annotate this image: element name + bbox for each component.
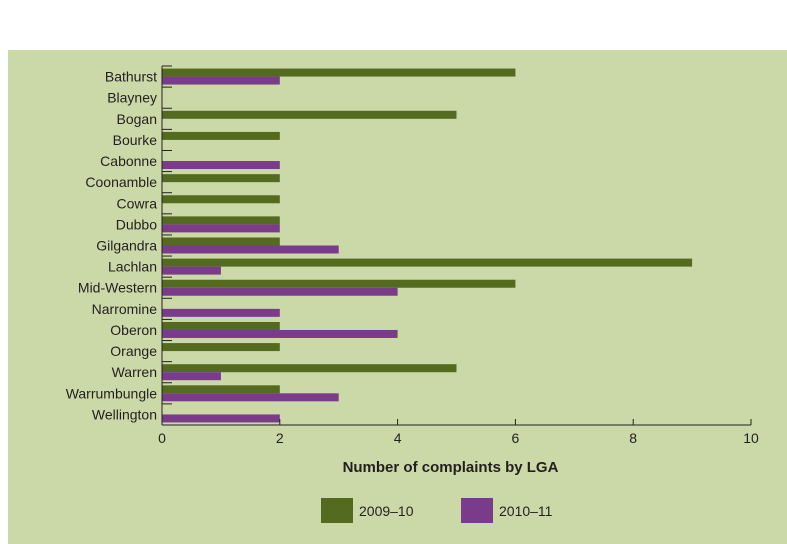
bar-bathurst-2010-11 [162, 76, 280, 85]
x-axis-ticks [161, 419, 752, 425]
x-axis-tick-labels: 0 2 4 6 8 10 [158, 430, 759, 446]
category-label-cowra: Cowra [117, 195, 158, 211]
category-label-narromine: Narromine [92, 301, 158, 317]
category-label-dubbo: Dubbo [116, 216, 157, 232]
category-label-lachlan: Lachlan [108, 259, 157, 275]
chart-background [8, 50, 787, 544]
bar-bathurst-2009-10 [162, 68, 516, 77]
bar-lachlan-2010-11 [162, 266, 221, 275]
category-label-gilgandra: Gilgandra [96, 238, 157, 254]
series-2009-10-bars [162, 68, 693, 394]
chart-panel: 0 2 4 6 8 10 Bathurst Blayney Bogan Bourke Cabonn… [8, 50, 787, 544]
x-tick-label: 4 [394, 430, 402, 446]
category-label-bogan: Bogan [117, 111, 157, 127]
legend-swatch-2009-10 [321, 498, 353, 523]
x-tick-label: 10 [743, 430, 759, 446]
bar-warren-2009-10 [162, 364, 457, 373]
bar-orange-2009-10 [162, 343, 280, 352]
bar-oberon-2009-10 [162, 321, 280, 330]
bar-cowra-2009-10 [162, 195, 280, 204]
category-label-blayney: Blayney [107, 90, 157, 106]
series-2010-11-bars [162, 76, 398, 423]
category-label-bathurst: Bathurst [105, 69, 157, 85]
bar-gilgandra-2010-11 [162, 245, 339, 254]
bar-oberon-2010-11 [162, 329, 398, 338]
x-tick-label: 6 [512, 430, 520, 446]
x-tick-label: 8 [629, 430, 637, 446]
bar-narromine-2010-11 [162, 308, 280, 317]
bar-gilgandra-2009-10 [162, 237, 280, 246]
category-label-bourke: Bourke [113, 132, 158, 148]
category-label-mid-western: Mid-Western [78, 280, 157, 296]
category-label-warrumbungle: Warrumbungle [66, 385, 158, 401]
category-label-coonamble: Coonamble [85, 174, 157, 190]
bar-dubbo-2010-11 [162, 224, 280, 233]
legend-label-2009-10: 2009–10 [359, 503, 414, 519]
x-tick-label: 0 [158, 430, 166, 446]
y-axis-category-labels: Bathurst Blayney Bogan Bourke Cabonne Coonamb… [66, 69, 158, 423]
bar-warrumbungle-2010-11 [162, 393, 339, 402]
bar-warrumbungle-2009-10 [162, 385, 280, 394]
category-label-wellington: Wellington [92, 406, 157, 422]
category-label-oberon: Oberon [110, 322, 157, 338]
x-axis-title: Number of complaints by LGA [343, 459, 559, 476]
bar-mid-western-2009-10 [162, 279, 516, 288]
bar-bogan-2009-10 [162, 110, 457, 119]
bar-coonamble-2009-10 [162, 174, 280, 183]
legend-label-2010-11: 2010–11 [499, 503, 553, 519]
bar-lachlan-2009-10 [162, 258, 693, 267]
complaints-bar-chart: 0 2 4 6 8 10 Bathurst Blayney Bogan Bourke Cabonn… [8, 50, 787, 544]
bar-cabonne-2010-11 [162, 161, 280, 170]
bar-mid-western-2010-11 [162, 287, 398, 296]
legend-swatch-2010-11 [461, 498, 493, 523]
category-label-cabonne: Cabonne [100, 153, 157, 169]
bar-warren-2010-11 [162, 372, 221, 381]
category-label-warren: Warren [112, 364, 157, 380]
legend: 2009–10 2010–11 [321, 498, 553, 523]
x-tick-label: 2 [276, 430, 284, 446]
bar-dubbo-2009-10 [162, 216, 280, 225]
bar-wellington-2010-11 [162, 414, 280, 423]
category-label-orange: Orange [110, 343, 157, 359]
bar-bourke-2009-10 [162, 131, 280, 140]
